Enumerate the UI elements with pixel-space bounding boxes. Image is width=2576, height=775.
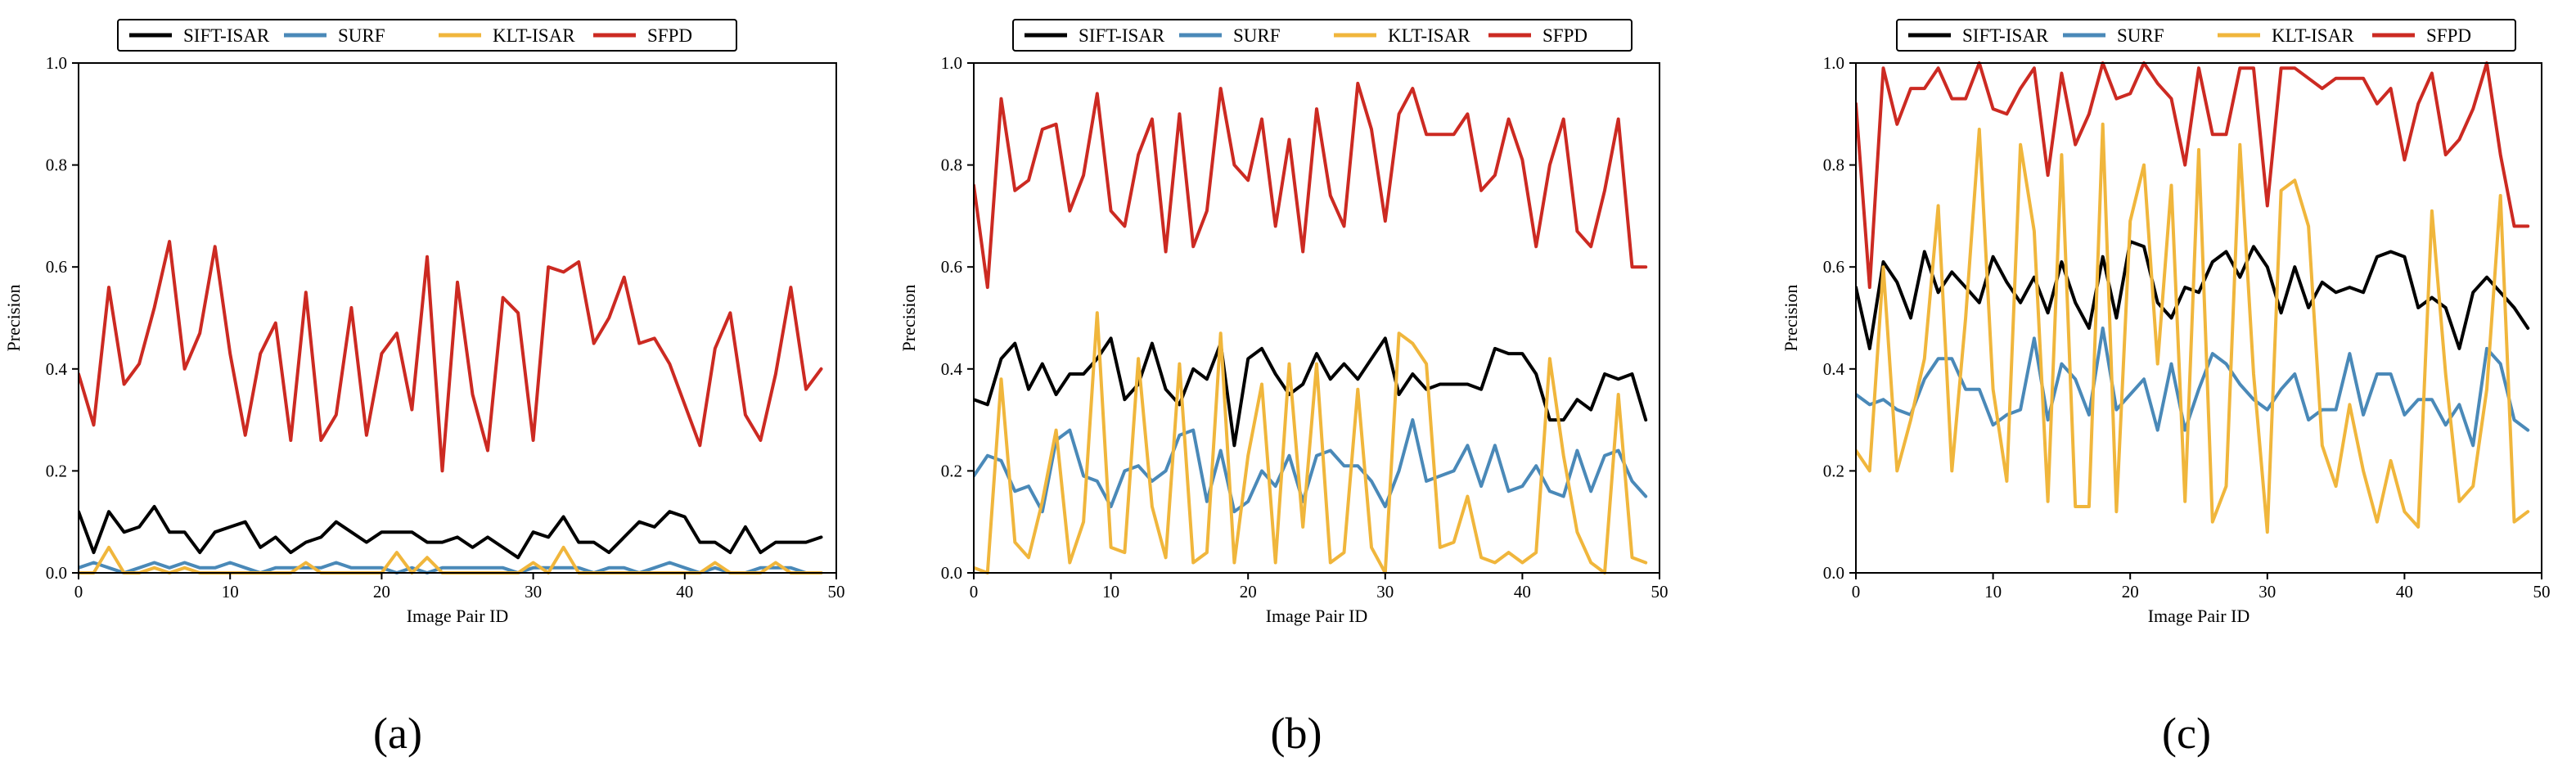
x-axis-label: Image Pair ID (2148, 606, 2250, 626)
plot-frame (78, 62, 837, 574)
y-axis-label: Precision (3, 285, 24, 352)
y-tick-label: 0.8 (941, 155, 962, 175)
y-tick-label: 0.8 (46, 155, 67, 175)
legend-label-sfpd: SFPD (2426, 25, 2471, 46)
x-tick-label: 50 (2533, 582, 2551, 602)
x-tick-label: 40 (676, 582, 693, 602)
y-tick-label: 0.6 (1823, 257, 1844, 277)
y-tick-label: 0.2 (1823, 461, 1844, 480)
panel-caption: (c) (2162, 709, 2211, 758)
series-line-sfpd (79, 240, 823, 473)
y-tick-label: 0.6 (46, 257, 67, 277)
y-tick-label: 0.2 (46, 461, 67, 480)
x-tick-label: 20 (373, 582, 390, 602)
legend: SIFT-ISAR SURF KLT-ISAR SFPD (1012, 19, 1633, 52)
y-tick-label: 0.4 (1823, 359, 1845, 379)
x-tick-label: 30 (525, 582, 542, 602)
legend-box (1896, 19, 2516, 52)
x-tick-label: 40 (2396, 582, 2413, 602)
x-tick-label: 30 (1376, 582, 1394, 602)
legend-label-klt-isar: KLT-ISAR (493, 25, 575, 46)
x-axis-label: Image Pair ID (1266, 606, 1368, 626)
x-tick-label: 50 (828, 582, 845, 602)
x-axis-label: Image Pair ID (407, 606, 509, 626)
legend-label-surf: SURF (338, 25, 385, 46)
x-tick-label: 20 (1240, 582, 1257, 602)
series-lines (79, 240, 823, 574)
series-line-klt-isar (974, 311, 1648, 574)
y-tick-label: 0.4 (941, 359, 963, 379)
x-tick-label: 0 (74, 582, 83, 602)
legend-label-klt-isar: KLT-ISAR (2272, 25, 2354, 46)
series-line-klt-isar (1856, 122, 2530, 534)
legend-label-sfpd: SFPD (1542, 25, 1587, 46)
plot-frame (973, 62, 1660, 574)
legend-label-sift-isar: SIFT-ISAR (183, 25, 270, 46)
y-tick-label: 0.2 (941, 461, 962, 480)
panel-caption: (a) (373, 709, 422, 758)
legend-label-surf: SURF (2117, 25, 2164, 46)
legend: SIFT-ISAR SURF KLT-ISAR SFPD (1896, 19, 2516, 52)
panel-caption: (b) (1271, 709, 1322, 758)
series-line-sfpd (974, 81, 1648, 290)
legend: SIFT-ISAR SURF KLT-ISAR SFPD (117, 19, 737, 52)
legend-label-klt-isar: KLT-ISAR (1388, 25, 1470, 46)
y-tick-label: 1.0 (46, 53, 67, 73)
y-tick-label: 0.4 (46, 359, 68, 379)
series-line-surf (1856, 327, 2530, 448)
y-axis-label: Precision (898, 285, 919, 352)
series-lines (1856, 61, 2530, 534)
series-lines (974, 81, 1648, 574)
y-tick-label: 1.0 (941, 53, 962, 73)
x-tick-label: 10 (1984, 582, 2002, 602)
series-line-sfpd (1856, 61, 2530, 290)
x-tick-label: 10 (1102, 582, 1119, 602)
x-tick-label: 10 (222, 582, 239, 602)
legend-box (117, 19, 737, 52)
chart-panel-1: 0 10 20 30 40 50 0.0 0.2 0.4 0.6 0.8 1.0 Image Pair … (3, 19, 845, 758)
y-tick-label: 0.0 (1823, 563, 1844, 583)
plot-frame (1855, 62, 2542, 574)
x-tick-label: 40 (1514, 582, 1531, 602)
y-tick-label: 0.6 (941, 257, 962, 277)
legend-label-sift-isar: SIFT-ISAR (1079, 25, 1165, 46)
chart-panel-3: 0 10 20 30 40 50 0.0 0.2 0.4 0.6 0.8 1.0 Image Pair … (1781, 19, 2551, 758)
y-tick-label: 0.8 (1823, 155, 1844, 175)
legend-label-sfpd: SFPD (647, 25, 692, 46)
y-axis-label: Precision (1781, 285, 1801, 352)
series-line-sift-isar (79, 505, 823, 560)
x-tick-label: 20 (2122, 582, 2139, 602)
y-tick-label: 0.0 (941, 563, 962, 583)
x-tick-label: 0 (1852, 582, 1861, 602)
x-tick-label: 50 (1651, 582, 1669, 602)
legend-label-surf: SURF (1233, 25, 1281, 46)
series-line-sift-isar (974, 336, 1648, 448)
legend-label-sift-isar: SIFT-ISAR (1962, 25, 2049, 46)
x-tick-label: 0 (970, 582, 979, 602)
chart-panel-2: 0 10 20 30 40 50 0.0 0.2 0.4 0.6 0.8 1.0 Image Pair … (898, 19, 1669, 758)
x-tick-label: 30 (2259, 582, 2276, 602)
y-tick-label: 0.0 (46, 563, 67, 583)
y-tick-label: 1.0 (1823, 53, 1844, 73)
legend-box (1012, 19, 1633, 52)
